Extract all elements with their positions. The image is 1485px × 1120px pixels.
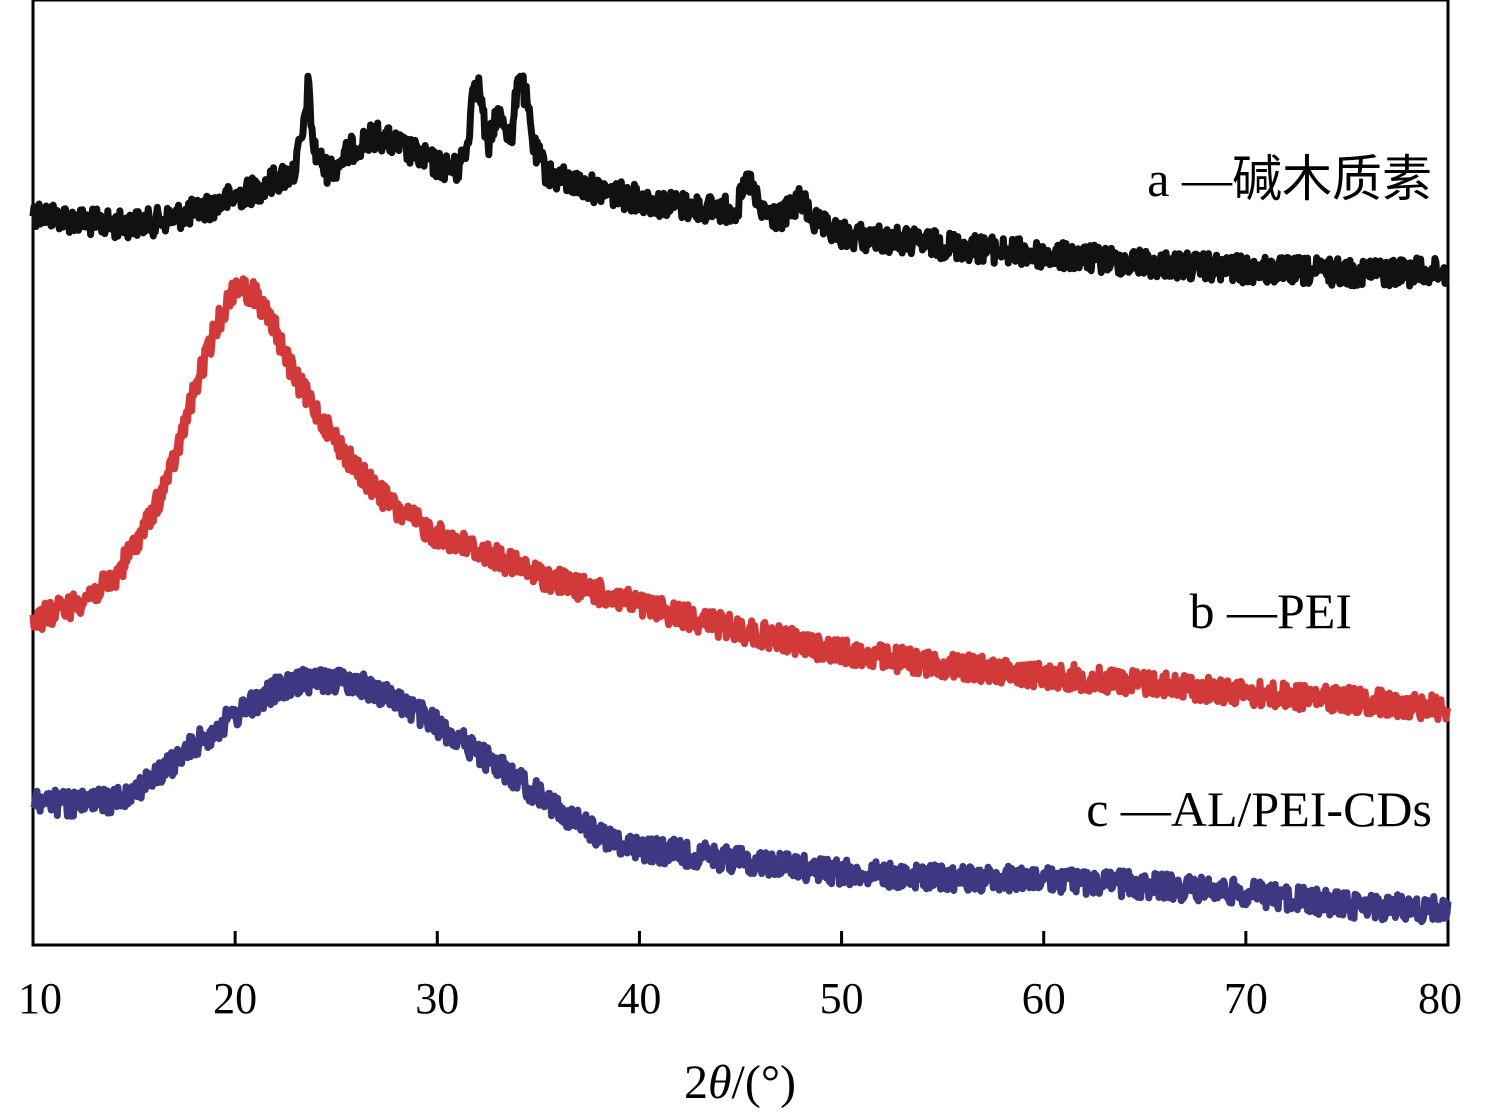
x-tick-label: 20 [213, 974, 257, 1023]
series-labels: a —碱木质素 b —PEI c —AL/PEI-CDs [1086, 151, 1432, 837]
x-tick-label: 50 [820, 974, 864, 1023]
series-label-a: a —碱木质素 [1147, 151, 1432, 207]
series-layer [29, 72, 1452, 926]
x-tick-label: 30 [415, 974, 459, 1023]
x-axis-title-theta: θ [708, 1056, 732, 1109]
x-tick-label: 40 [617, 974, 661, 1023]
x-tick-label: 10 [18, 974, 62, 1023]
series-label-b: b —PEI [1190, 583, 1353, 639]
series-line-a [29, 72, 1451, 290]
x-axis-tick-labels: 10 20 30 40 50 60 70 80 [18, 974, 1462, 1023]
series-label-c: c —AL/PEI-CDs [1086, 781, 1432, 837]
series-line-c [30, 665, 1452, 926]
x-tick-label: 60 [1022, 974, 1066, 1023]
x-axis-ticks [31, 931, 1450, 945]
plot-frame [31, 0, 1450, 947]
x-tick-label: 80 [1418, 974, 1462, 1023]
x-axis-title-prefix: 2 [684, 1056, 708, 1109]
x-tick-label: 70 [1224, 974, 1268, 1023]
x-axis-title: 2θ/(°) [684, 1056, 796, 1109]
series-line-b [29, 275, 1452, 723]
x-axis-title-suffix: /(°) [732, 1056, 797, 1109]
